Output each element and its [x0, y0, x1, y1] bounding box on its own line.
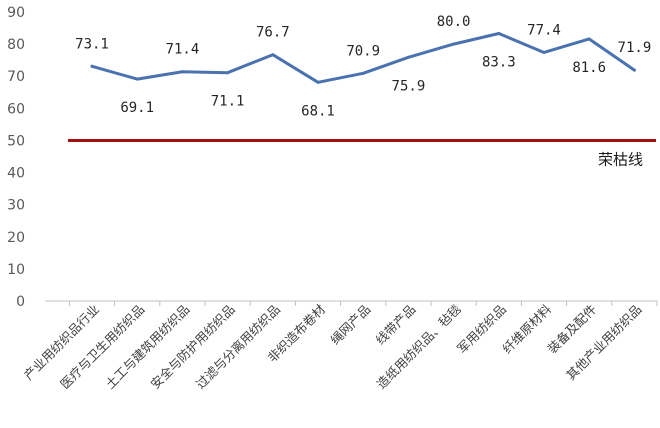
series-group [90, 32, 636, 84]
y-tick-label: 80 [7, 37, 25, 53]
y-tick-label: 50 [7, 133, 25, 149]
y-tick-label: 90 [7, 5, 25, 21]
y-tick-label: 10 [7, 262, 25, 278]
category-label: 土工与建筑用纺织品 [102, 302, 192, 392]
data-point [587, 37, 591, 41]
data-label: 69.1 [120, 100, 154, 116]
data-label: 68.1 [301, 103, 335, 119]
data-point [271, 53, 275, 57]
category-label: 医疗与卫生用纺织品 [57, 302, 147, 392]
data-label: 83.3 [482, 55, 516, 71]
y-tick-label: 30 [7, 198, 25, 214]
data-point [316, 80, 320, 84]
y-axis: 0 10 20 30 40 50 60 70 80 90 [7, 5, 25, 310]
reference-line-label: 荣枯线 [598, 150, 643, 168]
data-point [632, 68, 636, 72]
data-point [542, 50, 546, 54]
data-point [90, 64, 94, 68]
data-label: 73.1 [75, 36, 109, 52]
data-label: 71.9 [618, 40, 652, 56]
y-tick-label: 20 [7, 230, 25, 246]
y-tick-label: 0 [16, 294, 25, 310]
data-point [452, 42, 456, 46]
data-label: 77.4 [527, 22, 561, 38]
y-tick-label: 60 [7, 101, 25, 117]
data-label: 71.4 [166, 42, 200, 58]
data-point [497, 32, 501, 36]
data-label: 70.9 [346, 43, 380, 59]
category-label: 造纸用纺织品、毡毯 [374, 301, 465, 392]
data-label-group: 73.1 69.1 71.4 71.1 76.7 68.1 70.9 75.9 80.0 83.3… [75, 14, 651, 119]
category-label: 绳网产品 [327, 302, 373, 348]
reference-line-group: 荣枯线 [68, 138, 656, 168]
data-point [135, 77, 139, 81]
data-label: 71.1 [211, 94, 245, 110]
y-tick-label: 70 [7, 69, 25, 85]
category-label: 产业用纺织品行业 [21, 302, 102, 383]
category-label: 安全与防护用纺织品 [148, 302, 238, 392]
data-point [226, 71, 230, 75]
data-label: 76.7 [256, 25, 290, 41]
category-label: 线带产品 [373, 302, 419, 348]
data-point [406, 55, 410, 59]
data-point [180, 70, 184, 74]
data-label: 81.6 [572, 60, 606, 76]
data-label: 80.0 [437, 14, 471, 30]
data-point [361, 71, 365, 75]
y-tick-label: 40 [7, 166, 25, 182]
x-axis [45, 300, 658, 306]
category-label-group: 产业用纺织品行业医疗与卫生用纺织品土工与建筑用纺织品安全与防护用纺织品过滤与分离… [21, 301, 645, 392]
data-label: 75.9 [392, 78, 426, 94]
category-label: 过滤与分离用纺织品 [193, 302, 283, 392]
